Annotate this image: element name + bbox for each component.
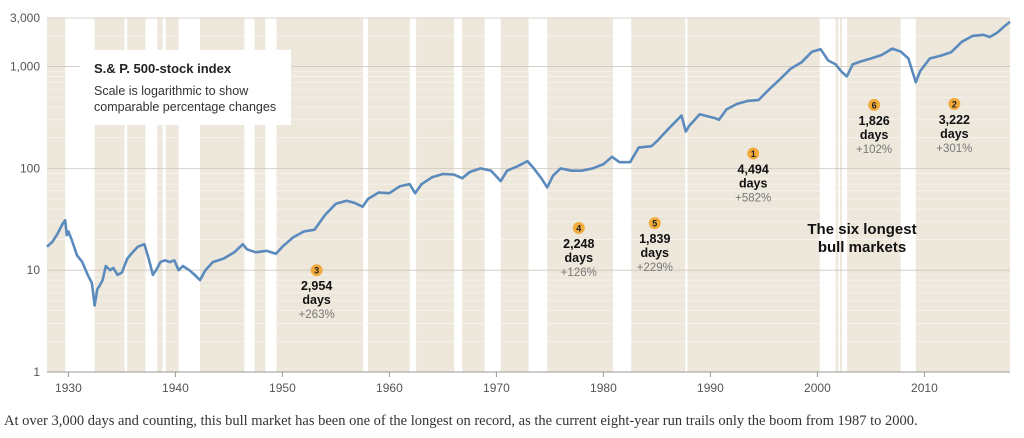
days-count: 4,494 (738, 163, 769, 177)
legend-subtitle: Scale is logarithmic to show comparable … (94, 84, 277, 114)
legend-title: S.& P. 500-stock index (94, 61, 232, 76)
x-tick-label: 1960 (376, 381, 403, 395)
x-tick-label: 1950 (269, 381, 296, 395)
rank-badge (868, 98, 881, 111)
days-word: days (940, 127, 969, 141)
bull-market-band-rank-4 (547, 18, 614, 372)
x-tick-label: 1930 (55, 381, 82, 395)
sp500-line (46, 20, 1011, 307)
days-word: days (860, 128, 889, 142)
days-count: 1,839 (639, 232, 670, 246)
rank-number: 6 (872, 100, 877, 110)
rank-badge (648, 217, 661, 230)
gain-percent: +102% (856, 144, 892, 156)
y-tick-label: 100 (20, 161, 40, 175)
x-tick-label: 1970 (483, 381, 510, 395)
days-word: days (739, 177, 768, 191)
gain-percent: +582% (735, 193, 771, 205)
bull-market-band (416, 18, 455, 372)
days-count: 1,826 (858, 114, 889, 128)
rank-number: 4 (576, 223, 581, 233)
rank-badge (572, 221, 585, 234)
bull-market-band (47, 18, 66, 372)
bull-market-band (839, 18, 843, 372)
gain-percent: +229% (637, 262, 673, 274)
rank-number: 1 (751, 149, 756, 159)
days-count: 3,222 (939, 113, 970, 127)
days-count: 2,248 (563, 237, 594, 251)
bull-market-band (157, 18, 163, 372)
y-tick-label: 10 (27, 263, 41, 277)
bull-market-band (835, 18, 839, 372)
bull-market-band (254, 18, 266, 372)
rank-badge (747, 147, 760, 160)
x-tick-label: 1980 (590, 381, 617, 395)
chart-caption: At over 3,000 days and counting, this bu… (4, 413, 918, 429)
bull-market-band-rank-1 (687, 18, 820, 372)
bull-market-band (462, 18, 485, 372)
rank-number: 5 (652, 219, 657, 229)
bull-market-band-rank-6 (847, 18, 901, 372)
x-tick-label: 1990 (697, 381, 724, 395)
days-count: 2,954 (301, 279, 332, 293)
bull-market-band-rank-2 (915, 18, 1010, 372)
x-tick-label: 2010 (911, 381, 938, 395)
x-tick-label: 1940 (162, 381, 189, 395)
y-tick-label: 1 (33, 365, 40, 379)
bull-market-band (500, 18, 529, 372)
legend-box (80, 50, 291, 125)
y-tick-label: 1,000 (10, 60, 40, 74)
gain-percent: +126% (561, 267, 597, 279)
x-tick-label: 2000 (804, 381, 831, 395)
rank-badge (948, 97, 961, 110)
bull-market-band-rank-5 (631, 18, 686, 372)
rank-number: 2 (952, 99, 957, 109)
rank-number: 3 (314, 266, 319, 276)
days-word: days (565, 251, 594, 265)
rank-badge (310, 264, 323, 277)
six-longest-annotation: The six longest bull markets (807, 221, 917, 256)
gain-percent: +301% (936, 143, 972, 155)
days-word: days (302, 293, 331, 307)
gain-percent: +263% (299, 309, 335, 321)
y-tick-label: 3,000 (10, 11, 40, 25)
days-word: days (641, 246, 670, 260)
